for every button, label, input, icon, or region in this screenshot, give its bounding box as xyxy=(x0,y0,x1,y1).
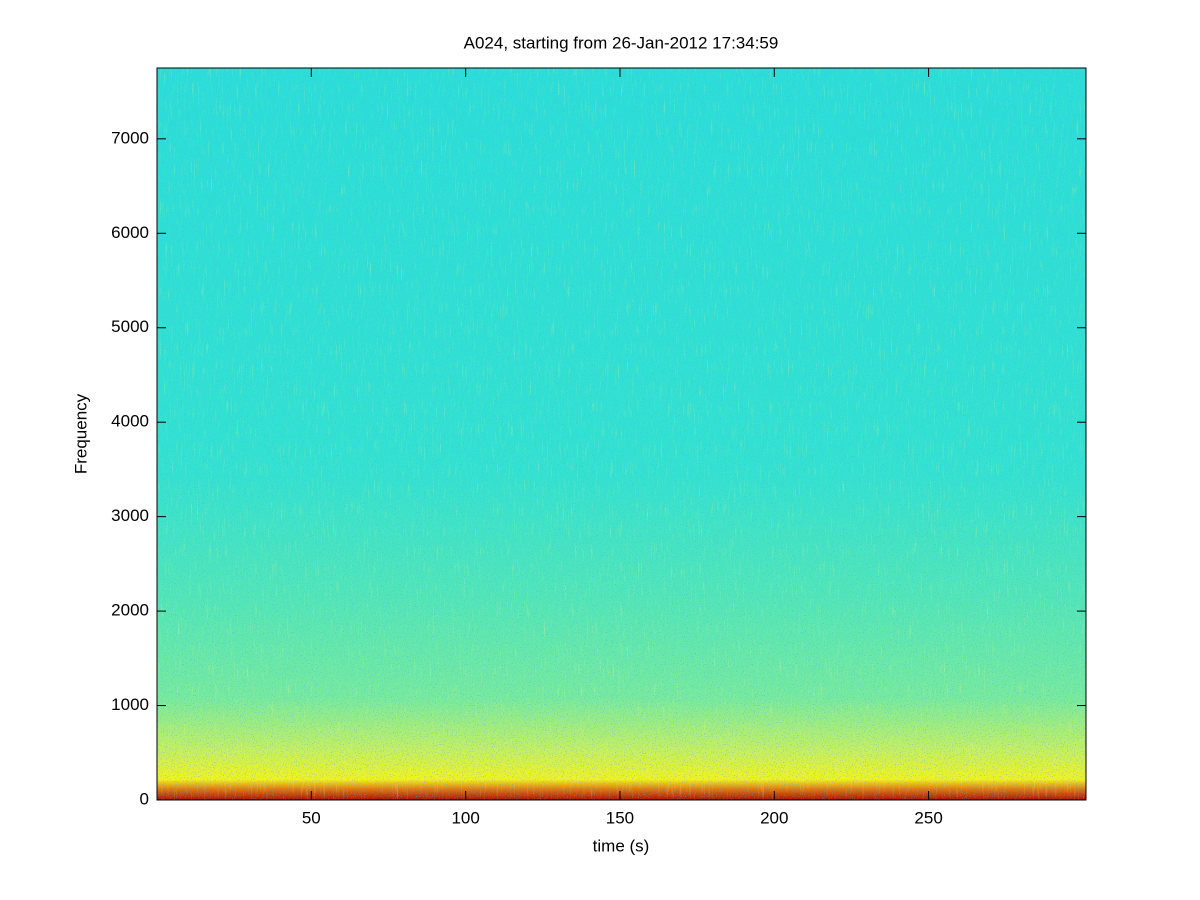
x-tick-label: 50 xyxy=(302,808,321,827)
x-tick-label: 200 xyxy=(760,808,788,827)
y-tick-label: 1000 xyxy=(111,695,149,714)
x-tick-label: 150 xyxy=(606,808,634,827)
y-tick-label: 3000 xyxy=(111,506,149,525)
y-tick-label: 7000 xyxy=(111,128,149,147)
x-tick-label: 100 xyxy=(451,808,479,827)
spectrogram-noise xyxy=(157,68,1086,800)
spectrogram-image xyxy=(157,68,1086,800)
y-tick-label: 0 xyxy=(140,789,149,808)
x-axis-label: time (s) xyxy=(593,836,650,855)
x-tick-label: 250 xyxy=(914,808,942,827)
y-tick-label: 6000 xyxy=(111,223,149,242)
y-tick-label: 5000 xyxy=(111,317,149,336)
y-tick-label: 4000 xyxy=(111,412,149,431)
axes-box xyxy=(156,67,1087,801)
chart-title: A024, starting from 26-Jan-2012 17:34:59 xyxy=(464,33,779,52)
y-axis-label: Frequency xyxy=(71,393,90,474)
y-tick-label: 2000 xyxy=(111,601,149,620)
